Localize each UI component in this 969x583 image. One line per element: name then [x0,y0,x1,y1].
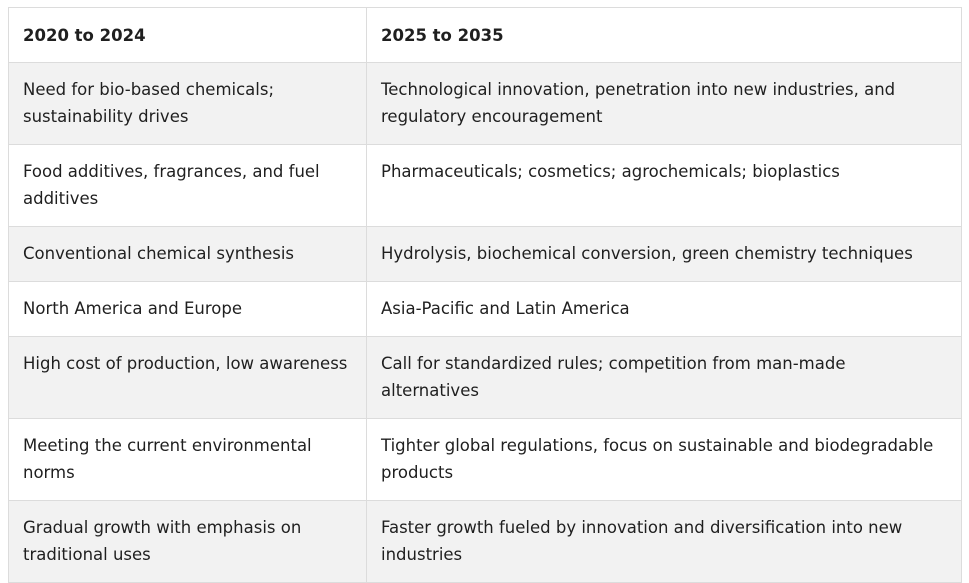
column-header-2025-2035: 2025 to 2035 [366,7,962,63]
table-row: High cost of production, low awareness C… [8,336,962,419]
table-cell: North America and Europe [8,281,367,337]
table-cell: Pharmaceuticals; cosmetics; agrochemical… [366,144,962,227]
table-cell: Need for bio-based chemicals; sustainabi… [8,62,367,145]
table-row: Need for bio-based chemicals; sustainabi… [8,62,962,145]
comparison-table-container: 2020 to 2024 2025 to 2035 Need for bio-b… [8,7,962,583]
table-row: Conventional chemical synthesis Hydrolys… [8,226,962,282]
table-cell: Asia-Pacific and Latin America [366,281,962,337]
table-cell: Gradual growth with emphasis on traditio… [8,500,367,583]
table-cell: Call for standardized rules; competition… [366,336,962,419]
table-cell: Hydrolysis, biochemical conversion, gree… [366,226,962,282]
table-header-row: 2020 to 2024 2025 to 2035 [8,7,962,63]
column-header-2020-2024: 2020 to 2024 [8,7,367,63]
table-cell: Meeting the current environmental norms [8,418,367,501]
comparison-table: 2020 to 2024 2025 to 2035 Need for bio-b… [8,7,962,583]
table-row: Gradual growth with emphasis on traditio… [8,500,962,583]
table-cell: Conventional chemical synthesis [8,226,367,282]
table-row: Food additives, fragrances, and fuel add… [8,144,962,227]
table-row: North America and Europe Asia-Pacific an… [8,281,962,337]
table-cell: Tighter global regulations, focus on sus… [366,418,962,501]
table-cell: Technological innovation, penetration in… [366,62,962,145]
table-row: Meeting the current environmental norms … [8,418,962,501]
table-cell: High cost of production, low awareness [8,336,367,419]
table-cell: Faster growth fueled by innovation and d… [366,500,962,583]
table-cell: Food additives, fragrances, and fuel add… [8,144,367,227]
